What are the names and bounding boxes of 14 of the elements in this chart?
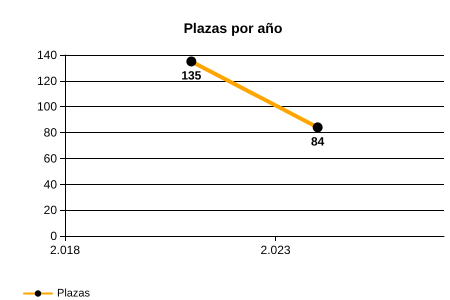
data-label: 135 (181, 68, 202, 82)
y-tick-label: 140 (36, 48, 58, 62)
y-tick-label: 40 (44, 177, 58, 192)
y-tick-label: 100 (36, 100, 58, 114)
x-tick-label: 2.023 (260, 243, 291, 257)
data-label: 84 (310, 134, 325, 148)
legend-label: Plazas (57, 288, 91, 300)
y-tick-label: 120 (36, 74, 58, 88)
y-tick-label: 60 (44, 151, 58, 166)
x-tick-label: 2.018 (50, 243, 80, 257)
y-tick-label: 20 (44, 203, 58, 218)
chart-title: Plazas por año (184, 20, 282, 36)
y-tick-label: 80 (44, 126, 58, 140)
y-tick-label: 0 (50, 229, 58, 243)
